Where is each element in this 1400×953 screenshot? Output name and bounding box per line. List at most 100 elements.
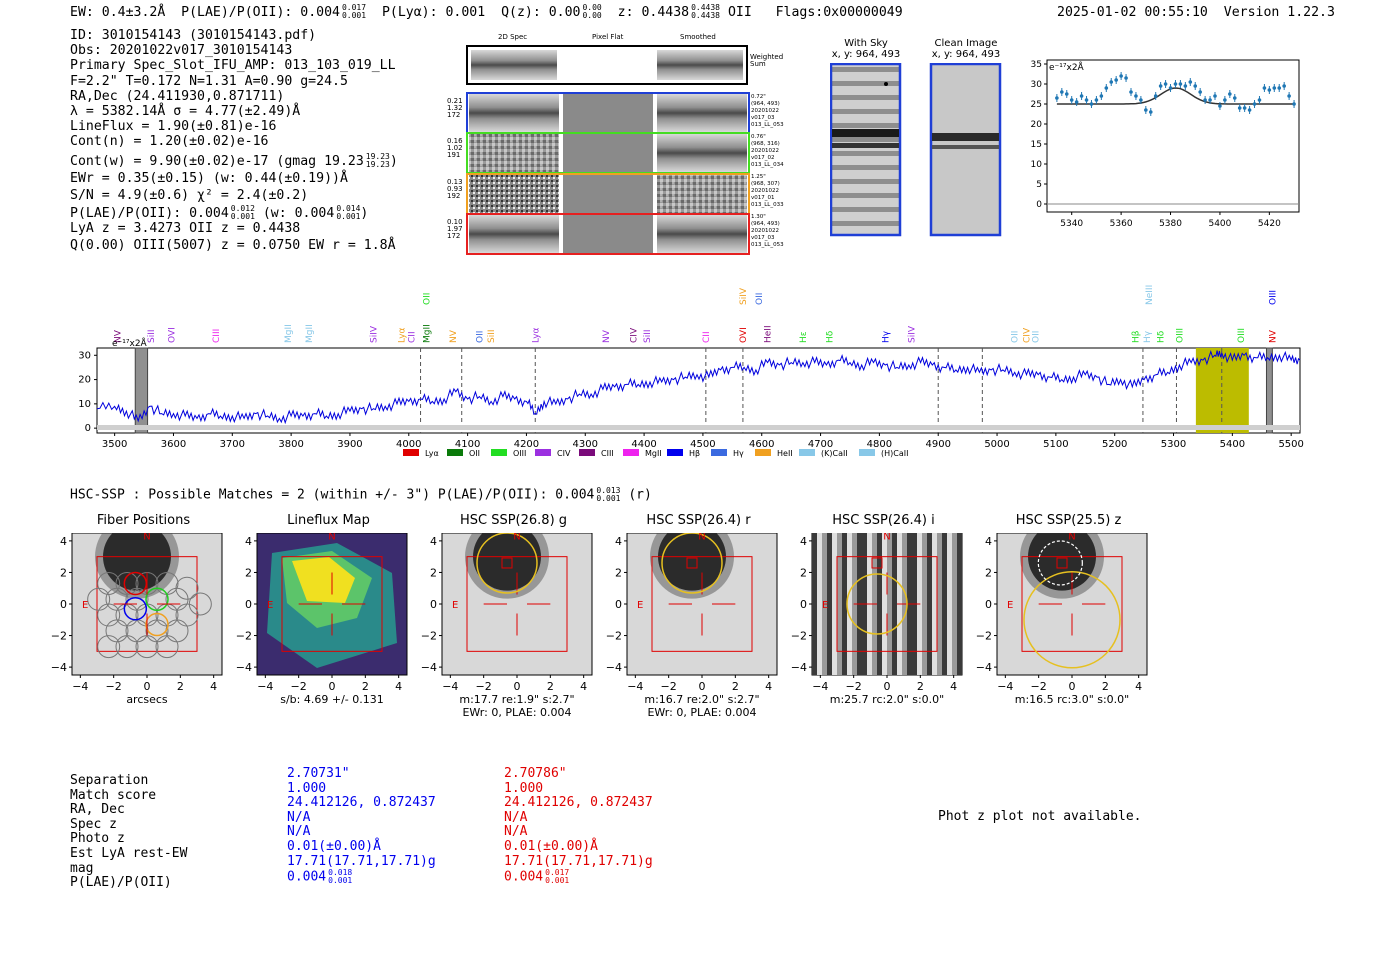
aperture-box: [1021, 556, 1123, 652]
stamp-y-tick-label: 2: [245, 566, 252, 579]
info-line-plae: P(LAE)/P(OII): 0.004 0.012 0.001 (w: 0.004…: [70, 204, 398, 222]
col-header-pixelflat: Pixel Flat: [592, 33, 624, 41]
zoom-data-point: [1267, 86, 1272, 94]
legend-swatch: [579, 449, 595, 456]
zoom-data-point: [1232, 94, 1237, 102]
spectral-line-label-high: OII: [422, 293, 432, 305]
hsc-stamp: N E 4 2 0 −2 −4 −4 −2 0 2 4: [421, 533, 593, 693]
hsc-panel-4: HSC SSP(26.4) r N E 4 2 0 −2 −4 −4 −2 0 2 4 m:16.7 re…: [605, 513, 805, 733]
legend-label: MgII: [645, 449, 662, 458]
spectral-line-label: SiIV: [369, 325, 379, 343]
stamp-x-tick-label: 4: [765, 680, 772, 693]
m1-score: 1.000: [287, 780, 327, 796]
m2-radec: 24.412126, 0.872437: [504, 795, 653, 811]
spectrum-bands: [134, 347, 1273, 434]
zoom-data-point: [1252, 100, 1257, 108]
stamp-x-tick-label: −4: [627, 680, 643, 693]
fiber-circle: [155, 635, 179, 659]
weighted-sum-2d: [471, 50, 557, 80]
legend-entry: CIII: [579, 449, 614, 458]
spectrum-x-tick-label: 4700: [808, 439, 833, 450]
spectral-line-label: MgII: [284, 324, 294, 343]
spectral-line-label: Hδ: [1157, 330, 1167, 343]
zoom-data-point: [1074, 98, 1079, 106]
spectral-line-label: OIII: [1237, 328, 1247, 343]
zoom-data-point: [1148, 108, 1153, 116]
stamp-y-tick-label: −2: [791, 630, 807, 643]
spectrum-line: [96, 349, 1301, 425]
weighted-sum-smoothed: [657, 50, 743, 80]
info-line-lambda: λ = 5382.14Å σ = 4.77(±2.49)Å: [70, 104, 301, 120]
zoom-data-point: [1114, 76, 1118, 84]
row3-r4: 013_LL_033: [751, 202, 784, 208]
hsc-panel-caption: m:16.5 rc:3.0" s:0.0": [1014, 693, 1130, 706]
with-sky-xy: x, y: 964, 493: [831, 49, 901, 60]
label-match-score: Match score: [70, 787, 157, 803]
header-z: z: 0.4438: [617, 5, 690, 20]
spectral-line-label: CIII: [212, 329, 222, 343]
north-label: N: [883, 533, 890, 542]
zoom-data-point: [1203, 96, 1207, 104]
zoom-data-point: [1178, 80, 1183, 88]
spectral-line-label-high: SiIV: [739, 287, 749, 305]
label-separation: Separation: [70, 773, 149, 788]
stamp-y-tick-label: 0: [245, 598, 252, 611]
m2-plae-sup: 0.017: [545, 868, 570, 878]
plae-sup: 0.012: [230, 204, 255, 214]
east-label: E: [822, 600, 828, 611]
info-line-id: ID: 3010154143 (3010154143.pdf): [70, 28, 317, 43]
legend-entry: (K)CaII: [799, 449, 848, 458]
spectral-line-label: Hγ: [881, 330, 891, 343]
spectral-line-label: Hε: [799, 331, 809, 343]
stamp-x-tick-label: −2: [1031, 680, 1047, 693]
zoom-data-point: [1287, 92, 1291, 100]
legend-entry: MgII: [623, 449, 662, 458]
spectrum-x-tick-label: 3800: [278, 439, 303, 450]
spectrum-y-tick-label: 10: [78, 399, 91, 410]
zoom-y-tick-label: 15: [1031, 140, 1042, 150]
spectral-line-label: OII: [475, 331, 485, 343]
hsc-panel-6: HSC SSP(25.5) z N E 4 2 0 −2 −4 −4 −2 0 2 4 m:16.5 rc…: [975, 513, 1175, 733]
header-right: 2025-01-02 00:55:10 Version 1.22.3: [1057, 5, 1335, 20]
contw-sub: 19.23: [365, 159, 390, 169]
stamp-y-tick-label: −4: [606, 661, 622, 674]
match-ellipse: [476, 533, 538, 594]
header-z-sup: 0.4438: [691, 3, 720, 12]
stamp-x-tick-label: 0: [1069, 680, 1076, 693]
fiber-circle: [175, 576, 199, 600]
zoom-data-point: [1104, 84, 1109, 92]
hsc-panel-caption: m:17.7 re:1.9" s:2.7": [459, 693, 575, 706]
plae-w-sup: 0.014: [336, 204, 361, 214]
stamp-y-tick-label: −4: [51, 661, 67, 674]
zoom-x-tick-label: 5340: [1060, 219, 1083, 229]
hsc-panel-title: HSC SSP(26.8) g: [459, 513, 568, 528]
stamp-x-tick-label: 0: [329, 680, 336, 693]
m2-lya-ew: 0.01(±0.00)Å: [504, 838, 598, 854]
row4-r0: 1.30": [751, 214, 766, 220]
zoom-data-point: [1158, 82, 1163, 90]
row4-left-b: 1.97: [447, 225, 463, 233]
match-col-1: 2.70731" 1.000 24.412126, 0.872437 N/A N…: [287, 766, 436, 885]
spectral-line-label: SiII: [643, 329, 653, 343]
row1-right: 0.72" (964, 493) 20201022 v017_03 013_LL_053: [751, 94, 784, 129]
spectrum-x-tick-label: 5100: [1043, 439, 1068, 450]
stamp-x-tick-label: 4: [1135, 680, 1142, 693]
zoom-data-point: [1060, 88, 1064, 96]
stamp-y-tick-label: −2: [606, 630, 622, 643]
hsc-title-sub: 0.001: [596, 494, 621, 503]
spectrum-x-tick-label: 4100: [455, 439, 480, 450]
weighted-sum-label: Weighted Sum: [750, 53, 784, 68]
label-photo-z: Photo z: [70, 831, 125, 847]
header-flags: Flags:0x00000049: [775, 5, 903, 20]
row2-left-c: 191: [447, 151, 461, 159]
m1-plae-sup: 0.018: [328, 868, 353, 878]
header-timestamp: 2025-01-02 00:55:10: [1057, 5, 1208, 20]
zoom-data-point: [1208, 96, 1212, 104]
zoom-data-point: [1084, 96, 1089, 104]
full-spectrum: NV SiII OVI CIII MgII MgII SiIV Lyα CII MgII NV OII…: [78, 285, 1304, 458]
header-z-sub: 0.4438: [691, 11, 720, 20]
spectrum-x-tick-label: 3600: [161, 439, 186, 450]
row3-left-c: 192: [447, 192, 461, 200]
stamp-y-tick-label: −2: [421, 630, 437, 643]
info-line-obs: Obs: 20201022v017_3010154143: [70, 43, 293, 59]
